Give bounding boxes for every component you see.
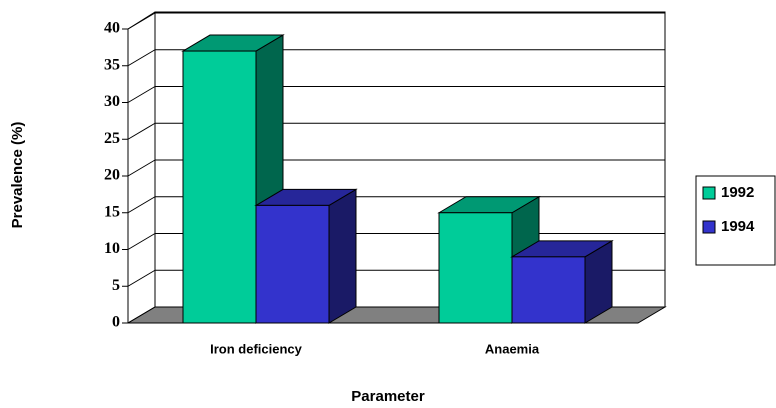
grid-line — [127, 49, 156, 67]
y-tick-label: 5 — [112, 277, 120, 294]
x-tick-label: Anaemia — [485, 341, 540, 356]
grid-line — [127, 86, 156, 103]
legend-swatch — [702, 186, 716, 200]
y-axis-title: Prevalence (%) — [9, 122, 26, 229]
y-tick-label: 35 — [104, 56, 120, 73]
y-tick-label: 40 — [104, 20, 120, 37]
legend-label: 1992 — [721, 184, 754, 201]
y-tick-label: 15 — [104, 203, 120, 220]
bar — [255, 204, 330, 324]
y-tick-label: 10 — [104, 240, 120, 257]
grid-line — [127, 233, 156, 250]
y-tick-label: 0 — [112, 314, 120, 331]
bar-side — [328, 188, 357, 324]
grid-line — [127, 196, 156, 214]
x-axis-title: Parameter — [351, 388, 425, 405]
legend-swatch — [702, 220, 716, 234]
x-tick-label: Iron deficiency — [210, 341, 303, 356]
bar — [438, 212, 513, 324]
bar — [182, 50, 257, 324]
grid-line — [127, 159, 156, 177]
bar — [511, 256, 586, 324]
legend-label: 1994 — [721, 218, 755, 235]
y-tick-label: 30 — [104, 93, 120, 110]
grid-line — [127, 12, 156, 30]
grid-line — [127, 269, 156, 287]
grid-line — [127, 122, 156, 140]
y-tick-label: 25 — [104, 130, 120, 147]
grid-line — [127, 306, 156, 324]
y-tick-label: 20 — [104, 167, 120, 184]
